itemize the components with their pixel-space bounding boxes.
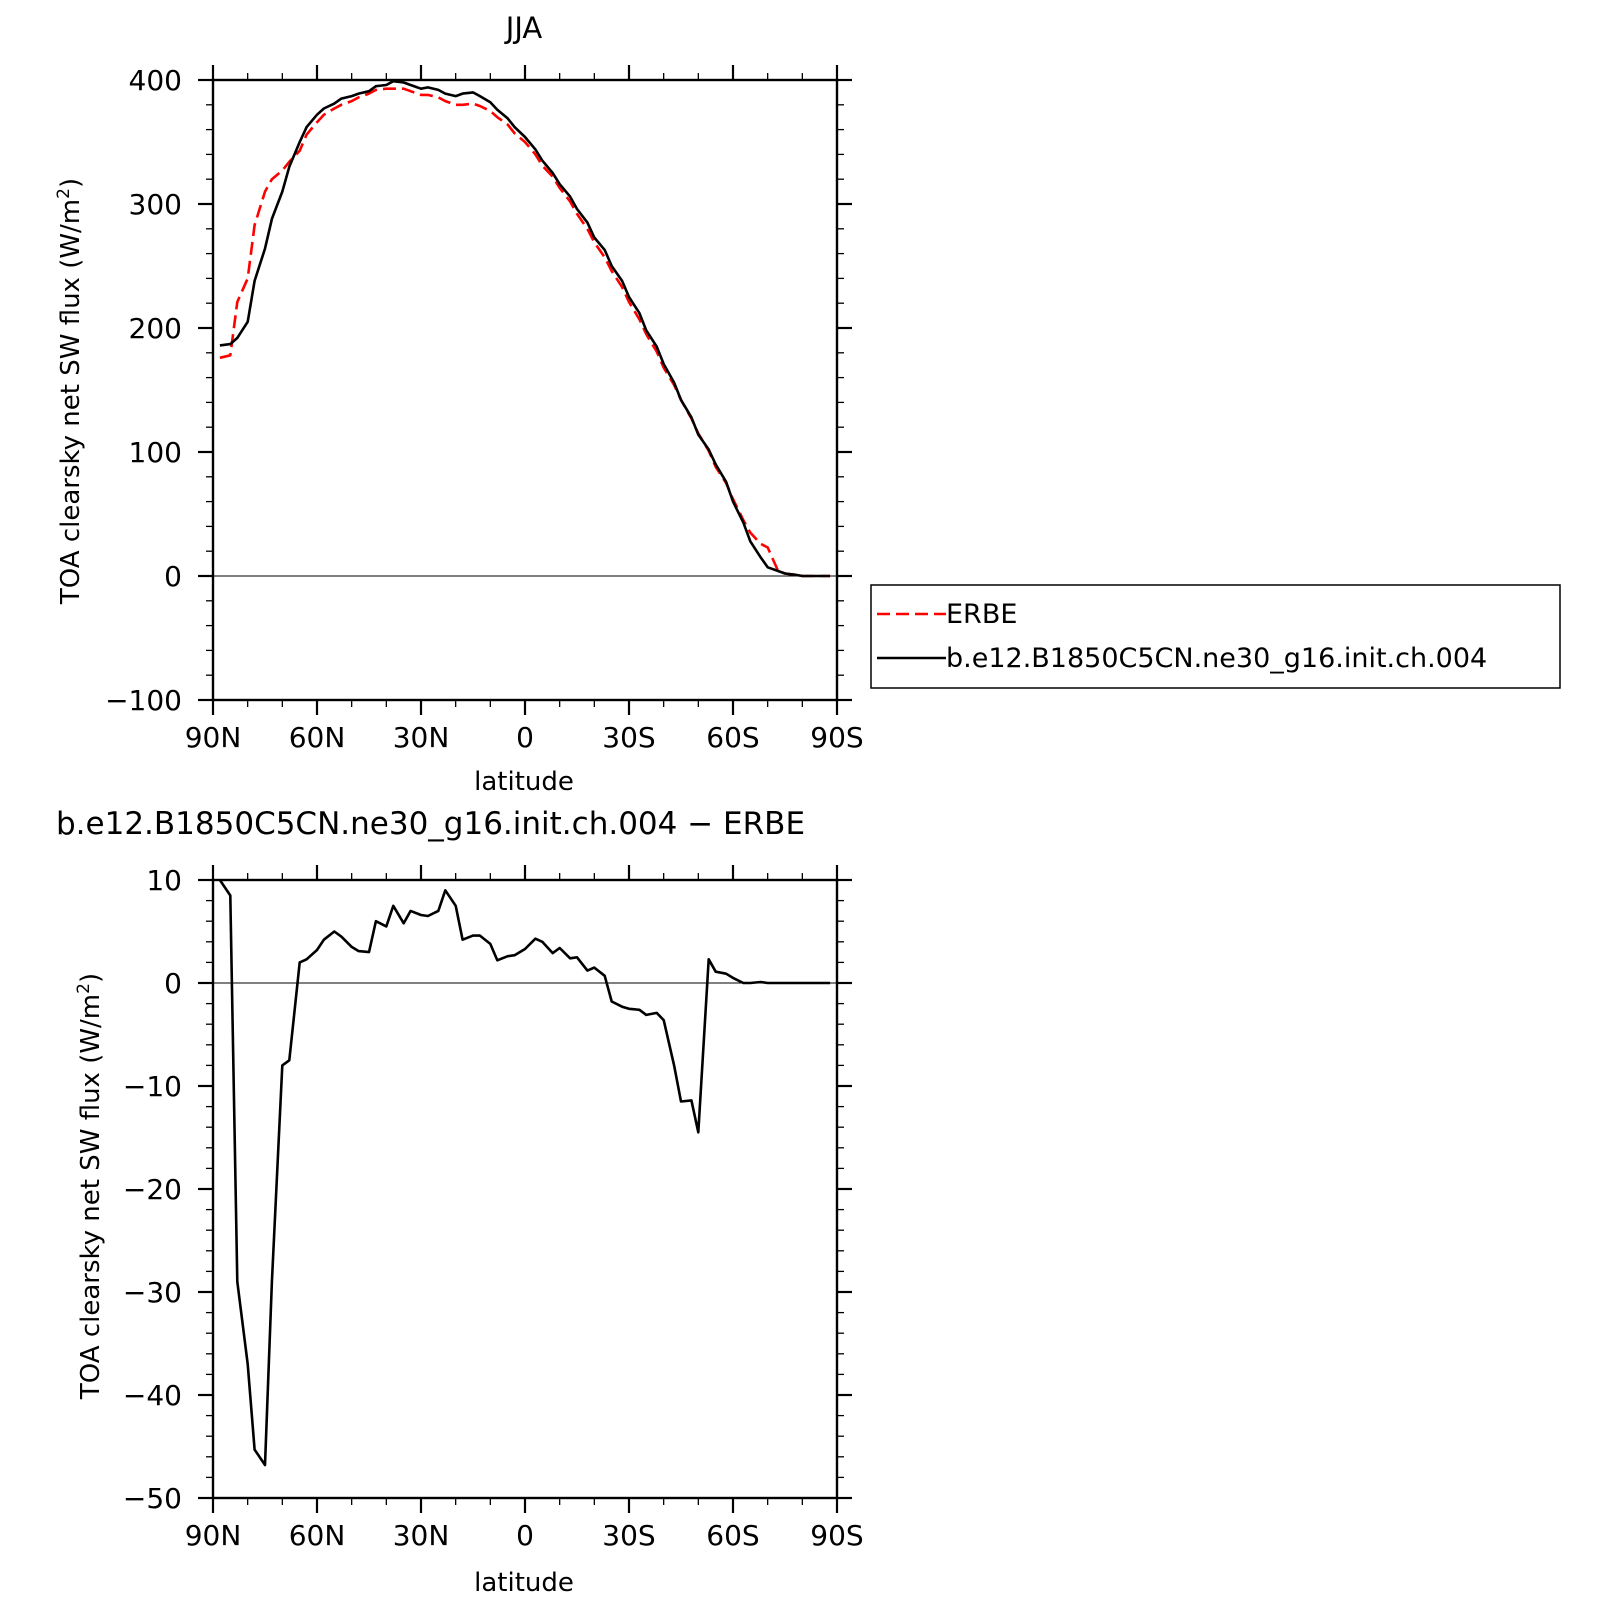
y-axis-label: TOA clearsky net SW flux (W/m2)	[74, 973, 106, 1400]
y-tick-label: −40	[123, 1379, 182, 1412]
panel-difference: b.e12.B1850C5CN.ne30_g16.init.ch.004 − E…	[56, 806, 864, 1598]
y-axis-label: TOA clearsky net SW flux (W/m2)	[54, 178, 86, 605]
plot-frame	[211, 878, 839, 1500]
y-tick-label: −100	[105, 684, 182, 717]
y-tick-label: −20	[123, 1173, 182, 1206]
x-tick-label: 90S	[810, 1519, 863, 1552]
x-axis-label: latitude	[474, 1568, 574, 1598]
x-tick-label: 30S	[602, 1519, 655, 1552]
series-line-b-e12-b1850c5cn-ne30-g16-init-ch-004	[219, 79, 831, 578]
x-tick-label: 90N	[185, 1519, 242, 1552]
legend-label-erbe: ERBE	[946, 599, 1017, 630]
y-tick-label: 10	[146, 864, 182, 897]
x-tick-label: 60S	[706, 721, 759, 754]
x-tick-label: 60N	[289, 721, 346, 754]
x-tick-label: 60N	[289, 1519, 346, 1552]
y-tick-label: 200	[129, 312, 182, 345]
y-axis-label-sup: 2	[74, 983, 94, 994]
x-tick-label: 90S	[810, 721, 863, 754]
chart-title: b.e12.B1850C5CN.ne30_g16.init.ch.004 − E…	[56, 806, 805, 842]
panel-climatology: JJA latitude TOA clearsky net SW flux (W…	[54, 11, 1561, 797]
y-tick-label: 0	[164, 560, 182, 593]
y-tick-label: −30	[123, 1276, 182, 1309]
series-line-erbe	[219, 87, 831, 578]
y-axis-label-close: )	[56, 178, 86, 188]
y-tick-label: −10	[123, 1070, 182, 1103]
x-tick-label: 90N	[185, 721, 242, 754]
x-tick-label: 30N	[393, 1519, 450, 1552]
x-tick-label: 30S	[602, 721, 655, 754]
x-tick-label: 60S	[706, 1519, 759, 1552]
plot-frame	[211, 78, 839, 702]
y-axis-label-close: )	[76, 973, 106, 983]
y-axis-label-sup: 2	[54, 188, 74, 199]
legend: ERBE b.e12.B1850C5CN.ne30_g16.init.ch.00…	[870, 584, 1561, 689]
x-axis-label: latitude	[474, 767, 574, 797]
y-axis-label-text: TOA clearsky net SW flux (W/m	[76, 994, 106, 1400]
y-tick-label: 400	[129, 64, 182, 97]
chart-title: JJA	[504, 11, 543, 45]
legend-label-model: b.e12.B1850C5CN.ne30_g16.init.ch.004	[946, 643, 1487, 674]
y-tick-label: 100	[129, 436, 182, 469]
series-line-difference	[218, 879, 831, 1467]
x-tick-label: 0	[516, 721, 534, 754]
legend-box	[870, 584, 1561, 689]
y-axis-label-text: TOA clearsky net SW flux (W/m	[56, 199, 86, 605]
x-tick-label: 0	[516, 1519, 534, 1552]
y-tick-label: 0	[164, 967, 182, 1000]
y-tick-label: 300	[129, 188, 182, 221]
x-tick-label: 30N	[393, 721, 450, 754]
y-tick-label: −50	[123, 1482, 182, 1515]
